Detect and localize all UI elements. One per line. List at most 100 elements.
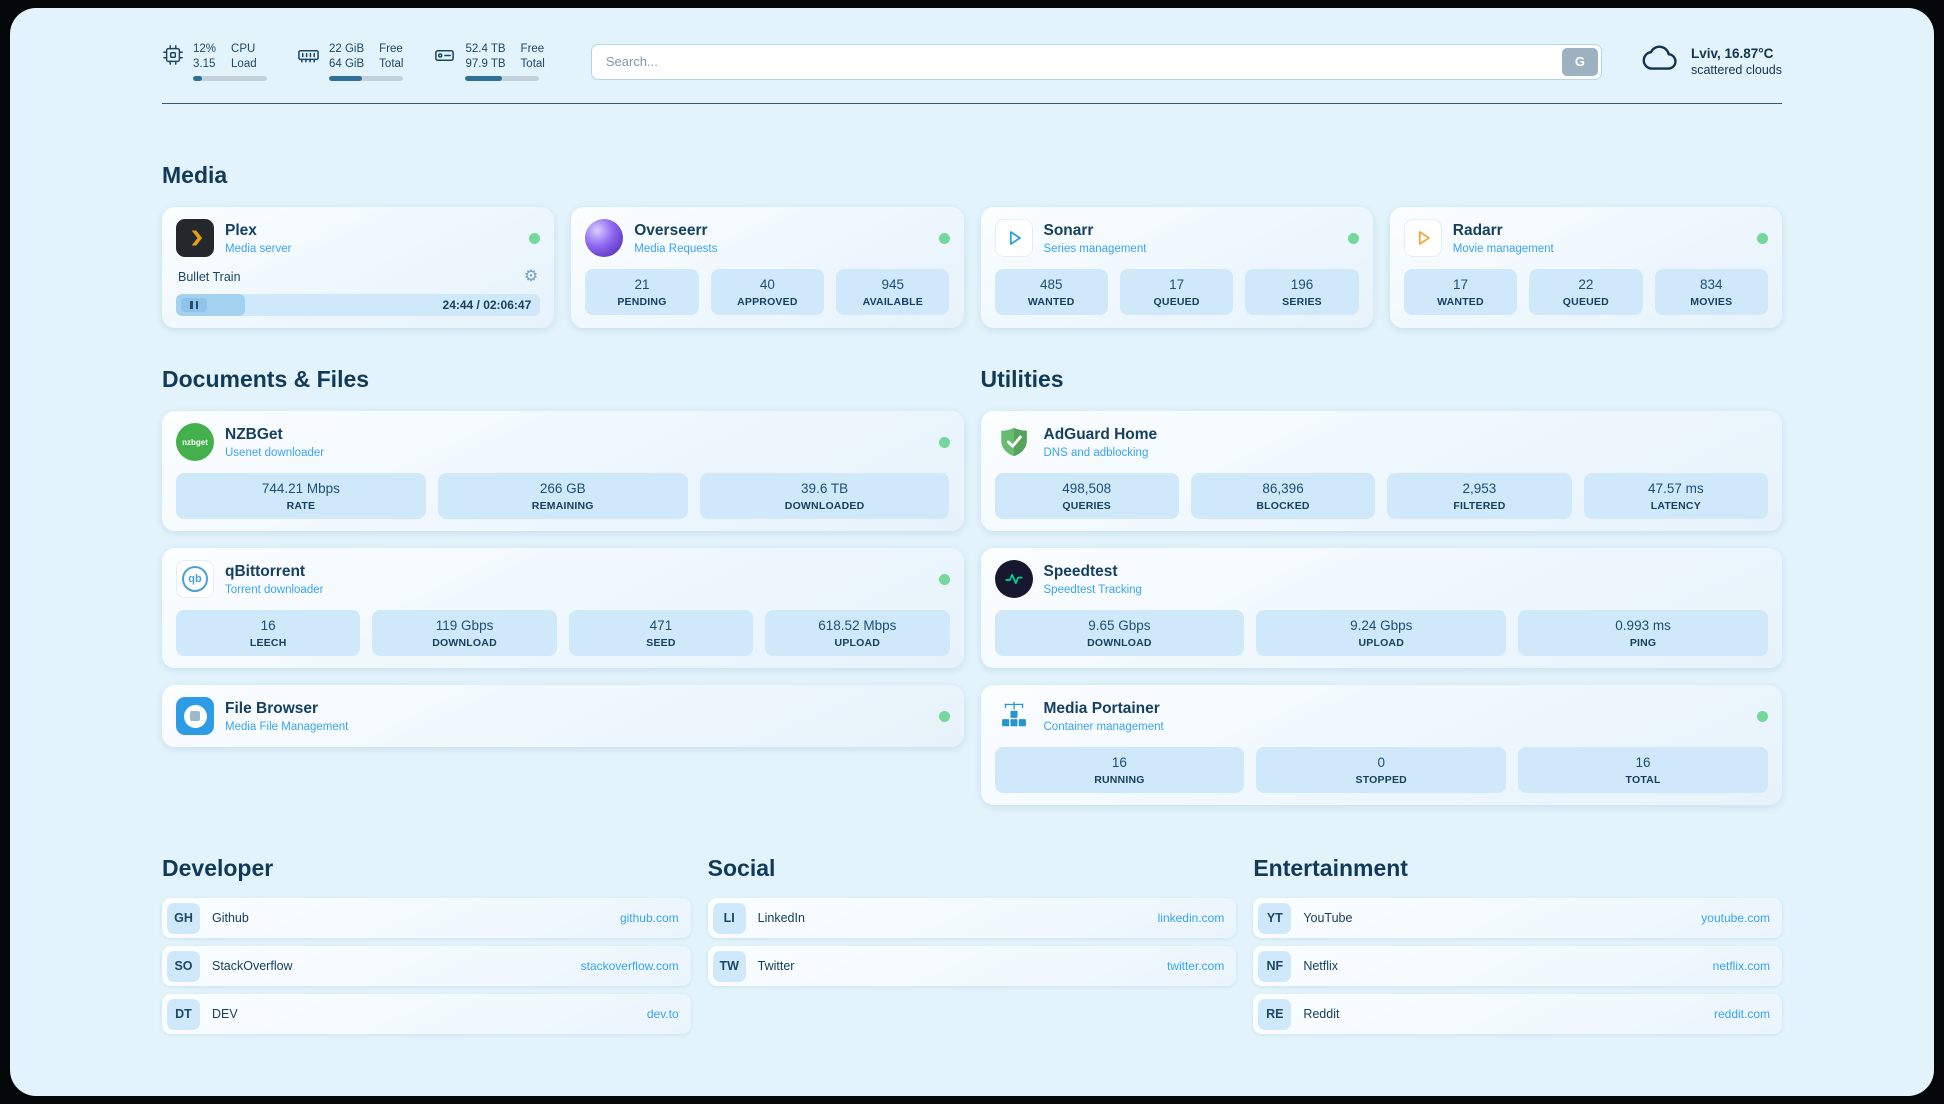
storage-stat-body: 52.4 TB 97.9 TB Free Total [465, 42, 545, 81]
app-subtitle: Torrent downloader [225, 583, 324, 596]
stackoverflow-icon: SO [167, 950, 200, 982]
sonarr-titles: Sonarr Series management [1044, 222, 1147, 255]
radarr-icon [1403, 219, 1442, 257]
stat-box: 21 PENDING [585, 269, 699, 315]
speedtest-card[interactable]: Speedtest Speedtest Tracking 9.65 Gbps D… [980, 548, 1782, 668]
nzbget-header: nzbget NZBGet Usenet downloader [176, 423, 950, 461]
adguard-card[interactable]: AdGuard Home DNS and adblocking 498,508 … [980, 411, 1782, 531]
sonarr-card[interactable]: Sonarr Series management 485 WANTED 17 Q… [980, 207, 1373, 328]
portainer-header: Media Portainer Container management [995, 697, 1768, 735]
stat-value: 21 [634, 277, 650, 292]
app-title: Media Portainer [1043, 699, 1160, 717]
qbittorrent-stats: 16 LEECH 119 Gbps DOWNLOAD 471 SEED 61 [176, 610, 950, 656]
bookmark-reddit[interactable]: RE Reddit reddit.com [1253, 994, 1782, 1034]
stat-box: 471 SEED [568, 610, 754, 656]
qbittorrent-card[interactable]: qb qBittorrent Torrent downloader 16 LEE… [162, 548, 964, 668]
github-icon: GH [167, 902, 200, 934]
stat-box: 0 STOPPED [1256, 747, 1507, 793]
bookmark-dev[interactable]: DT DEV dev.to [162, 994, 691, 1034]
section-title-documents: Documents & Files [162, 366, 370, 392]
stat-box: 119 Gbps DOWNLOAD [372, 610, 557, 656]
stat-label: AVAILABLE [862, 296, 923, 308]
dashboard-content: 12% 3.15 CPU Load [10, 8, 1934, 1034]
media-settings-gear-icon[interactable]: ⚙ [523, 268, 539, 285]
pause-button[interactable] [181, 298, 207, 312]
cloud-icon [1642, 40, 1680, 83]
stat-value: 47.57 ms [1648, 481, 1704, 496]
system-stats-group: 12% 3.15 CPU Load [162, 42, 545, 81]
stat-value: 86,396 [1262, 481, 1304, 496]
stat-box: 16 RUNNING [994, 747, 1245, 793]
plex-card[interactable]: Plex Media server Bullet Train ⚙ 24:44 /… [162, 207, 555, 328]
bookmark-name: YouTube [1303, 911, 1353, 925]
adguard-header: AdGuard Home DNS and adblocking [995, 423, 1769, 461]
overseerr-card[interactable]: Overseerr Media Requests 21 PENDING 40 A… [571, 207, 964, 328]
memory-stat-widget: 22 GiB 64 GiB Free Total [297, 42, 403, 81]
middle-columns: nzbget NZBGet Usenet downloader 744.21 M… [162, 393, 1782, 805]
stat-label: LEECH [249, 637, 287, 649]
playback-progress-bar[interactable]: 24:44 / 02:06:47 [176, 294, 541, 316]
stat-label: DOWNLOAD [432, 637, 497, 649]
nzbget-card[interactable]: nzbget NZBGet Usenet downloader 744.21 M… [162, 411, 964, 531]
bookmark-url: netflix.com [1712, 959, 1770, 973]
weather-location: Lviv, 16.87°C [1690, 46, 1774, 61]
stat-box: 86,396 BLOCKED [1190, 473, 1376, 519]
app-subtitle: Media server [225, 242, 292, 255]
app-title: Radarr [1452, 221, 1503, 239]
portainer-card[interactable]: Media Portainer Container management 16 … [980, 685, 1782, 805]
stat-value: 834 [1700, 277, 1723, 292]
stat-box: 485 WANTED [994, 269, 1108, 315]
search-input[interactable] [590, 43, 1602, 80]
media-grid: Plex Media server Bullet Train ⚙ 24:44 /… [162, 207, 1782, 328]
search-engine-button[interactable]: G [1561, 47, 1598, 76]
adguard-shield-icon [995, 423, 1033, 461]
app-subtitle: Series management [1043, 242, 1147, 255]
stat-box: 266 GB REMAINING [437, 473, 688, 519]
bookmark-twitter[interactable]: TW Twitter twitter.com [707, 946, 1237, 986]
entertainment-column: Entertainment YT YouTube youtube.com NF … [1253, 855, 1782, 1034]
bookmark-stackoverflow[interactable]: SO StackOverflow stackoverflow.com [162, 946, 691, 986]
stat-box: 0.993 ms PING [1518, 610, 1768, 656]
stat-box: 834 MOVIES [1654, 269, 1768, 315]
stat-box: 196 SERIES [1245, 269, 1359, 315]
bookmark-name: StackOverflow [212, 959, 293, 973]
bookmark-linkedin[interactable]: LI LinkedIn linkedin.com [707, 898, 1237, 938]
netflix-icon: NF [1258, 950, 1292, 982]
bookmark-name: Twitter [757, 959, 795, 973]
developer-links: GH Github github.com SO StackOverflow st… [162, 898, 691, 1034]
bookmark-youtube[interactable]: YT YouTube youtube.com [1253, 898, 1782, 938]
app-title: Speedtest [1043, 562, 1118, 580]
storage-stat-widget: 52.4 TB 97.9 TB Free Total [433, 42, 545, 81]
stat-label: WANTED [1437, 296, 1484, 308]
app-title: Overseerr [634, 221, 708, 239]
bookmark-netflix[interactable]: NF Netflix netflix.com [1253, 946, 1782, 986]
portainer-titles: Media Portainer Container management [1044, 700, 1164, 733]
filebrowser-card[interactable]: File Browser Media File Management [162, 685, 964, 747]
qbittorrent-icon-text: qb [182, 566, 208, 592]
topbar-divider [162, 103, 1782, 104]
adguard-stats: 498,508 QUERIES 86,396 BLOCKED 2,953 FIL… [994, 473, 1768, 519]
radarr-card[interactable]: Radarr Movie management 17 WANTED 22 QUE… [1389, 207, 1782, 328]
stat-label: WANTED [1027, 296, 1075, 308]
stat-value: 16 [260, 618, 276, 633]
stat-value: 22 [1578, 277, 1594, 292]
stat-box: 39.6 TB DOWNLOADED [699, 473, 950, 519]
stat-box: 9.24 Gbps UPLOAD [1256, 610, 1507, 656]
stat-box: 22 QUEUED [1529, 269, 1643, 315]
weather-widget: Lviv, 16.87°C scattered clouds [1642, 40, 1782, 83]
stat-box: 618.52 Mbps UPLOAD [765, 610, 950, 656]
stat-box: 744.21 Mbps RATE [176, 473, 426, 519]
stat-value: 498,508 [1062, 481, 1112, 496]
speedtest-header: Speedtest Speedtest Tracking [994, 560, 1769, 598]
storage-icon [433, 44, 456, 72]
stat-label: SERIES [1282, 296, 1322, 308]
entertainment-links: YT YouTube youtube.com NF Netflix netfli… [1253, 898, 1782, 1034]
dev-icon: DT [167, 998, 200, 1030]
qbittorrent-icon: qb [176, 560, 214, 598]
stat-box: 16 TOTAL [1518, 747, 1768, 793]
stat-label: UPLOAD [1358, 637, 1405, 649]
stat-box: 40 APPROVED [710, 269, 825, 315]
bookmark-github[interactable]: GH Github github.com [162, 898, 691, 938]
stat-box: 16 LEECH [176, 610, 361, 656]
cpu-progress-fill [193, 76, 202, 81]
